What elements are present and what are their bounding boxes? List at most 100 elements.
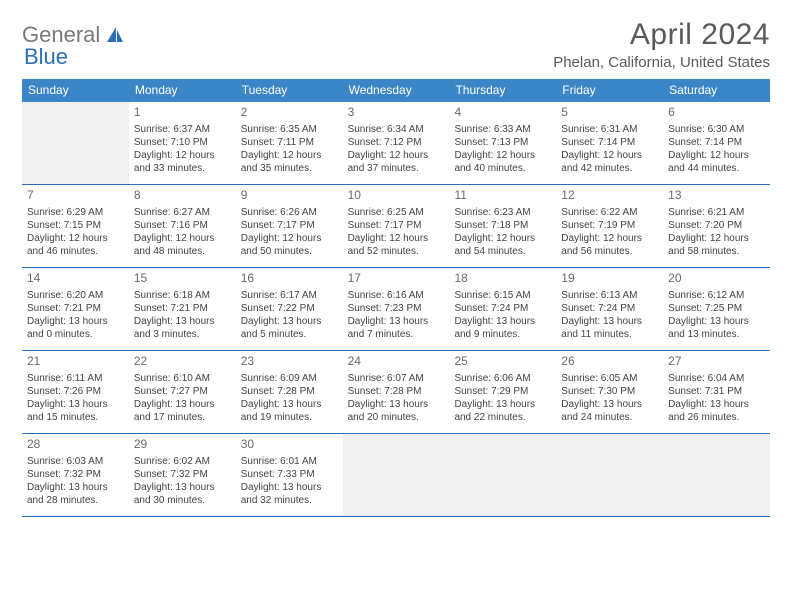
sunrise-line: Sunrise: 6:10 AM — [134, 372, 232, 385]
sunset-line: Sunset: 7:32 PM — [27, 468, 125, 481]
day-cell: 8Sunrise: 6:27 AMSunset: 7:16 PMDaylight… — [129, 185, 236, 267]
sunrise-line: Sunrise: 6:16 AM — [348, 289, 446, 302]
sunset-line: Sunset: 7:30 PM — [561, 385, 659, 398]
header: General April 2024 Phelan, California, U… — [22, 18, 770, 71]
sunset-line: Sunset: 7:17 PM — [241, 219, 339, 232]
sunset-line: Sunset: 7:13 PM — [454, 136, 552, 149]
sunrise-line: Sunrise: 6:26 AM — [241, 206, 339, 219]
daylight-line: Daylight: 13 hours — [348, 398, 446, 411]
day-cell: 1Sunrise: 6:37 AMSunset: 7:10 PMDaylight… — [129, 102, 236, 184]
sunset-line: Sunset: 7:14 PM — [561, 136, 659, 149]
weekday-header: Sunday — [22, 79, 129, 102]
daylight-line: Daylight: 13 hours — [348, 315, 446, 328]
sunset-line: Sunset: 7:28 PM — [241, 385, 339, 398]
sunrise-line: Sunrise: 6:27 AM — [134, 206, 232, 219]
daylight-line: Daylight: 12 hours — [668, 149, 766, 162]
sunrise-line: Sunrise: 6:18 AM — [134, 289, 232, 302]
week-row: 14Sunrise: 6:20 AMSunset: 7:21 PMDayligh… — [22, 268, 770, 351]
day-number: 4 — [454, 105, 552, 121]
weekday-header: Tuesday — [236, 79, 343, 102]
day-cell: 22Sunrise: 6:10 AMSunset: 7:27 PMDayligh… — [129, 351, 236, 433]
day-cell: 15Sunrise: 6:18 AMSunset: 7:21 PMDayligh… — [129, 268, 236, 350]
weekday-header: Thursday — [449, 79, 556, 102]
sunset-line: Sunset: 7:14 PM — [668, 136, 766, 149]
sunset-line: Sunset: 7:26 PM — [27, 385, 125, 398]
sunrise-line: Sunrise: 6:04 AM — [668, 372, 766, 385]
daylight-line: Daylight: 12 hours — [27, 232, 125, 245]
weekday-header: Friday — [556, 79, 663, 102]
day-number: 14 — [27, 271, 125, 287]
daylight-line: Daylight: 13 hours — [27, 315, 125, 328]
sunrise-line: Sunrise: 6:30 AM — [668, 123, 766, 136]
sunset-line: Sunset: 7:29 PM — [454, 385, 552, 398]
weekday-header-row: SundayMondayTuesdayWednesdayThursdayFrid… — [22, 79, 770, 102]
sunrise-line: Sunrise: 6:11 AM — [27, 372, 125, 385]
sunset-line: Sunset: 7:19 PM — [561, 219, 659, 232]
day-number: 13 — [668, 188, 766, 204]
daylight-line: and 35 minutes. — [241, 162, 339, 175]
daylight-line: Daylight: 12 hours — [454, 149, 552, 162]
daylight-line: and 0 minutes. — [27, 328, 125, 341]
day-number: 28 — [27, 437, 125, 453]
daylight-line: Daylight: 12 hours — [241, 149, 339, 162]
sunset-line: Sunset: 7:16 PM — [134, 219, 232, 232]
location: Phelan, California, United States — [553, 54, 770, 71]
daylight-line: and 11 minutes. — [561, 328, 659, 341]
sunset-line: Sunset: 7:23 PM — [348, 302, 446, 315]
day-cell: 19Sunrise: 6:13 AMSunset: 7:24 PMDayligh… — [556, 268, 663, 350]
week-row: 7Sunrise: 6:29 AMSunset: 7:15 PMDaylight… — [22, 185, 770, 268]
sunset-line: Sunset: 7:31 PM — [668, 385, 766, 398]
daylight-line: and 7 minutes. — [348, 328, 446, 341]
day-number: 7 — [27, 188, 125, 204]
day-cell: 16Sunrise: 6:17 AMSunset: 7:22 PMDayligh… — [236, 268, 343, 350]
daylight-line: and 15 minutes. — [27, 411, 125, 424]
daylight-line: and 33 minutes. — [134, 162, 232, 175]
daylight-line: Daylight: 13 hours — [27, 481, 125, 494]
day-cell: 12Sunrise: 6:22 AMSunset: 7:19 PMDayligh… — [556, 185, 663, 267]
day-number: 6 — [668, 105, 766, 121]
sunrise-line: Sunrise: 6:01 AM — [241, 455, 339, 468]
daylight-line: Daylight: 13 hours — [134, 398, 232, 411]
day-number: 5 — [561, 105, 659, 121]
sunrise-line: Sunrise: 6:09 AM — [241, 372, 339, 385]
sunset-line: Sunset: 7:32 PM — [134, 468, 232, 481]
day-cell: 14Sunrise: 6:20 AMSunset: 7:21 PMDayligh… — [22, 268, 129, 350]
daylight-line: Daylight: 12 hours — [241, 232, 339, 245]
day-number: 20 — [668, 271, 766, 287]
day-number: 2 — [241, 105, 339, 121]
day-cell-empty — [449, 434, 556, 516]
daylight-line: and 26 minutes. — [668, 411, 766, 424]
daylight-line: Daylight: 12 hours — [668, 232, 766, 245]
daylight-line: Daylight: 13 hours — [241, 481, 339, 494]
sunset-line: Sunset: 7:18 PM — [454, 219, 552, 232]
day-number: 24 — [348, 354, 446, 370]
daylight-line: Daylight: 13 hours — [241, 315, 339, 328]
daylight-line: Daylight: 13 hours — [561, 398, 659, 411]
daylight-line: Daylight: 12 hours — [134, 232, 232, 245]
day-number: 15 — [134, 271, 232, 287]
day-cell: 10Sunrise: 6:25 AMSunset: 7:17 PMDayligh… — [343, 185, 450, 267]
sunset-line: Sunset: 7:27 PM — [134, 385, 232, 398]
day-number: 19 — [561, 271, 659, 287]
sunset-line: Sunset: 7:21 PM — [134, 302, 232, 315]
sunrise-line: Sunrise: 6:06 AM — [454, 372, 552, 385]
day-cell: 30Sunrise: 6:01 AMSunset: 7:33 PMDayligh… — [236, 434, 343, 516]
sunrise-line: Sunrise: 6:34 AM — [348, 123, 446, 136]
daylight-line: and 22 minutes. — [454, 411, 552, 424]
calendar: SundayMondayTuesdayWednesdayThursdayFrid… — [22, 79, 770, 517]
daylight-line: and 5 minutes. — [241, 328, 339, 341]
week-row: 1Sunrise: 6:37 AMSunset: 7:10 PMDaylight… — [22, 102, 770, 185]
month-title: April 2024 — [553, 18, 770, 52]
day-number: 21 — [27, 354, 125, 370]
day-number: 18 — [454, 271, 552, 287]
week-row: 21 Sunrise: 6:11 AMSunset: 7:26 PM Dayligh… — [22, 351, 770, 434]
daylight-line: and 30 minutes. — [134, 494, 232, 507]
sunrise-line: Sunrise: 6:07 AM — [348, 372, 446, 385]
sunset-line: Sunset: 7:11 PM — [241, 136, 339, 149]
sunset-line: Sunset: 7:20 PM — [668, 219, 766, 232]
sunrise-line: Sunrise: 6:15 AM — [454, 289, 552, 302]
daylight-line: and 17 minutes. — [134, 411, 232, 424]
day-cell: 13Sunrise: 6:21 AMSunset: 7:20 PMDayligh… — [663, 185, 770, 267]
day-cell: 2Sunrise: 6:35 AMSunset: 7:11 PMDaylight… — [236, 102, 343, 184]
daylight-line: Daylight: 13 hours — [561, 315, 659, 328]
